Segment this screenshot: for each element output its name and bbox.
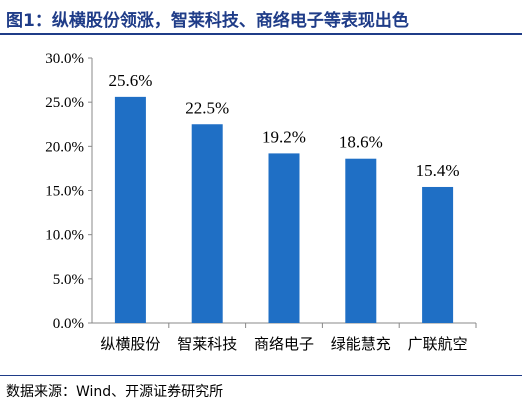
y-tick-label: 10.0% — [45, 228, 84, 244]
title-divider — [0, 33, 522, 35]
y-tick-label: 15.0% — [45, 184, 84, 200]
bar — [422, 186, 454, 323]
y-tick-label: 25.0% — [45, 95, 84, 111]
x-tick-label: 纵横股份 — [100, 335, 160, 353]
x-tick-label: 广联航空 — [408, 335, 468, 353]
figure-title: 图1：纵横股份领涨，智莱科技、商络电子等表现出色 — [6, 11, 409, 31]
source-divider — [0, 375, 522, 376]
x-tick-label: 绿能慧充 — [331, 335, 391, 353]
x-tick-label: 商络电子 — [254, 335, 314, 353]
y-tick-label: 20.0% — [45, 139, 84, 155]
bar — [268, 153, 300, 323]
source-note: 数据来源：Wind、开源证券研究所 — [6, 384, 224, 400]
data-label: 18.6% — [339, 133, 383, 152]
bar-chart: 0.0% 5.0% 10.0% 15.0% 20.0% 25.0% 30.0% 25.6% 纵横… — [45, 51, 477, 353]
data-label: 19.2% — [262, 127, 306, 146]
data-label: 22.5% — [185, 98, 229, 117]
x-tick-label: 智莱科技 — [177, 335, 237, 353]
bar — [114, 96, 146, 323]
y-tick-label: 30.0% — [45, 51, 84, 67]
y-tick-label: 5.0% — [53, 272, 84, 288]
data-label: 25.6% — [108, 71, 152, 90]
y-tick-label: 0.0% — [53, 316, 84, 332]
bar — [191, 124, 223, 323]
data-label: 15.4% — [416, 161, 460, 180]
bar — [345, 158, 377, 323]
